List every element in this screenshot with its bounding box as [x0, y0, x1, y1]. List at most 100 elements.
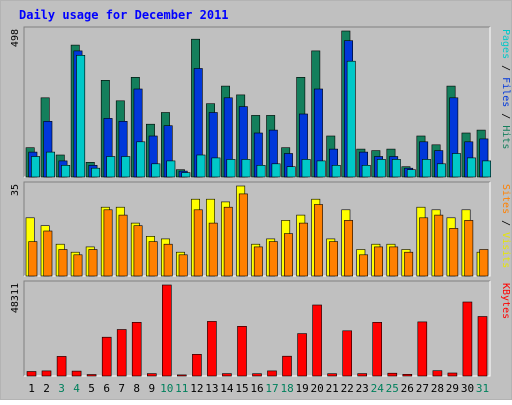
bar-sites-1 [28, 241, 38, 277]
bar-pages-17 [271, 163, 281, 178]
bar-sites-21 [329, 241, 338, 277]
bar-pages-23 [361, 165, 371, 178]
bar-kbytes-14 [222, 373, 232, 377]
bar-sites-4 [73, 254, 83, 277]
bar-kbytes-16 [252, 373, 262, 377]
x-tick-label: 12 [190, 382, 203, 395]
x-tick-label: 8 [133, 382, 140, 395]
bar-sites-14 [223, 206, 233, 277]
bar-sites-30 [464, 220, 474, 277]
bar-kbytes-13 [207, 321, 217, 377]
middle-panel: 35 Sites / Visits [10, 181, 511, 277]
bottom-panel-bg [24, 281, 490, 376]
bar-pages-11 [181, 172, 191, 178]
x-tick-label: 18 [280, 382, 293, 395]
x-tick-label: 6 [103, 382, 110, 395]
bar-pages-18 [286, 166, 296, 178]
top-panel: 498 Pages / Files / Hits [10, 26, 511, 178]
bar-pages-4 [76, 54, 86, 178]
top-legend-entry: / [500, 107, 511, 125]
bar-pages-24 [376, 159, 386, 178]
bar-kbytes-7 [116, 329, 127, 377]
bar-pages-29 [451, 153, 461, 178]
x-tick-label: 30 [461, 382, 474, 395]
bar-kbytes-2 [41, 370, 52, 377]
bar-sites-28 [434, 214, 444, 277]
x-tick-label: 9 [148, 382, 155, 395]
bar-kbytes-6 [101, 336, 112, 377]
x-tick-label: 3 [58, 382, 65, 395]
bar-sites-2 [43, 230, 53, 277]
bar-pages-21 [331, 165, 341, 178]
middle-legend: Sites / Visits [500, 184, 511, 268]
bar-kbytes-23 [357, 373, 368, 377]
bar-pages-10 [166, 160, 176, 178]
bar-kbytes-1 [26, 371, 37, 377]
middle-legend-entry: Sites [500, 184, 511, 214]
bar-sites-20 [313, 204, 323, 277]
bar-sites-31 [479, 249, 489, 277]
bar-kbytes-30 [462, 301, 473, 377]
bar-sites-23 [359, 254, 368, 277]
bar-kbytes-15 [237, 325, 247, 377]
bar-kbytes-12 [192, 353, 202, 377]
bar-kbytes-25 [387, 372, 398, 377]
bar-sites-7 [118, 214, 128, 277]
bar-sites-9 [148, 241, 158, 277]
top-legend: Pages / Files / Hits [500, 29, 511, 149]
bottom-ymax-label: 48311 [10, 283, 21, 313]
bar-pages-20 [316, 160, 326, 178]
bar-kbytes-8 [131, 321, 142, 377]
x-tick-label: 29 [446, 382, 459, 395]
bar-pages-14 [226, 159, 236, 178]
top-ymax-label: 498 [10, 29, 21, 47]
x-tick-label: 15 [235, 382, 248, 395]
x-tick-label: 20 [310, 382, 323, 395]
top-panel-shadow [23, 26, 490, 177]
x-tick-label: 21 [326, 382, 339, 395]
bar-sites-22 [344, 220, 353, 277]
x-tick-label: 5 [88, 382, 95, 395]
chart-panels: 498 Pages / Files / Hits 35 Sites / Visits 4… [10, 26, 511, 377]
top-legend-entry: Pages [500, 29, 511, 59]
bar-pages-22 [346, 60, 356, 178]
bar-kbytes-27 [417, 321, 428, 377]
bar-kbytes-31 [477, 316, 488, 377]
x-tick-label: 17 [265, 382, 278, 395]
x-tick-label: 2 [43, 382, 50, 395]
x-tick-label: 11 [175, 382, 188, 395]
x-tick-label: 16 [250, 382, 263, 395]
bar-kbytes-18 [282, 355, 292, 377]
bar-kbytes-26 [402, 373, 413, 377]
top-legend-entry: / [500, 59, 511, 77]
bar-pages-1 [31, 156, 40, 178]
x-tick-label: 28 [431, 382, 444, 395]
bar-kbytes-24 [372, 321, 383, 377]
middle-legend-entry: / [500, 214, 511, 232]
bar-sites-11 [178, 254, 188, 277]
bar-pages-2 [46, 151, 56, 178]
bar-kbytes-21 [327, 373, 337, 377]
bar-sites-6 [103, 209, 113, 277]
bar-kbytes-10 [162, 284, 172, 377]
x-tick-label: 25 [386, 382, 399, 395]
bar-pages-13 [211, 157, 221, 178]
bar-kbytes-11 [177, 374, 187, 377]
bar-pages-12 [196, 154, 206, 178]
bar-sites-5 [88, 249, 98, 277]
bar-sites-10 [163, 243, 173, 277]
x-tick-label: 13 [205, 382, 218, 395]
x-tick-label: 19 [295, 382, 308, 395]
bar-pages-3 [61, 165, 71, 178]
bar-pages-26 [406, 169, 416, 178]
bar-pages-8 [136, 141, 146, 178]
bar-sites-13 [208, 222, 218, 277]
bar-sites-17 [268, 241, 278, 277]
bar-pages-9 [151, 163, 161, 178]
series-pages [31, 54, 491, 178]
bar-sites-19 [298, 222, 308, 277]
top-legend-entry: Hits [500, 125, 511, 149]
bar-kbytes-28 [432, 370, 443, 377]
